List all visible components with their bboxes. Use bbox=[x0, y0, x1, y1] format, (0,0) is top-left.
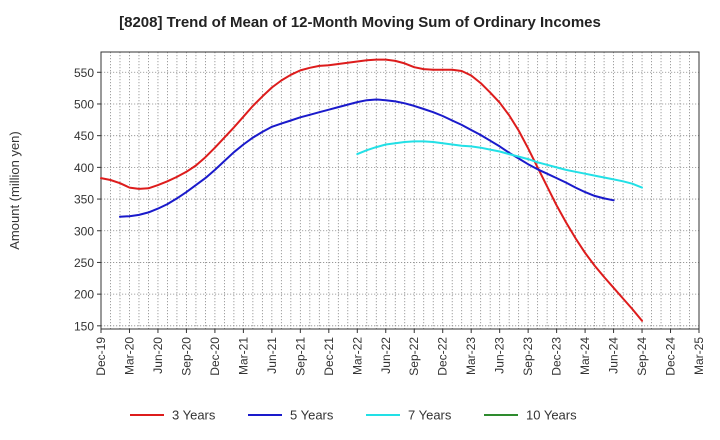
x-tick-label: Mar-20 bbox=[122, 337, 136, 375]
y-tick-label: 500 bbox=[74, 97, 94, 111]
x-tick-label: Sep-24 bbox=[635, 337, 649, 376]
x-tick-label: Jun-21 bbox=[265, 337, 279, 374]
x-tick-label: Jun-24 bbox=[607, 337, 621, 374]
x-tick-label: Mar-25 bbox=[692, 337, 706, 375]
x-tick-label: Dec-21 bbox=[322, 337, 336, 376]
x-tick-label: Mar-22 bbox=[350, 337, 364, 375]
x-tick-label: Dec-24 bbox=[664, 337, 678, 376]
plot-border bbox=[100, 51, 700, 330]
y-axis-title: Amount (million yen) bbox=[7, 131, 22, 250]
x-tick-label: Dec-23 bbox=[550, 337, 564, 376]
x-tick-label: Mar-23 bbox=[464, 337, 478, 375]
chart-title: [8208] Trend of Mean of 12-Month Moving … bbox=[119, 14, 601, 31]
y-tick-label: 450 bbox=[74, 129, 94, 143]
x-tick-label: Jun-23 bbox=[493, 337, 507, 374]
legend-label-3-years: 3 Years bbox=[172, 408, 216, 423]
x-tick-label: Sep-23 bbox=[521, 337, 535, 376]
x-tick-label: Mar-21 bbox=[236, 337, 250, 375]
x-tick-label: Mar-24 bbox=[578, 337, 592, 375]
x-tick-label: Sep-22 bbox=[407, 337, 421, 376]
y-tick-label: 300 bbox=[74, 224, 94, 238]
y-tick-label: 150 bbox=[74, 319, 94, 333]
y-tick-label: 350 bbox=[74, 193, 94, 207]
x-tick-label: Sep-20 bbox=[179, 337, 193, 376]
legend-label-7-years: 7 Years bbox=[408, 408, 452, 423]
x-tick-label: Sep-21 bbox=[293, 337, 307, 376]
y-tick-label: 400 bbox=[74, 161, 94, 175]
legend-label-5-years: 5 Years bbox=[290, 408, 334, 423]
y-tick-label: 200 bbox=[74, 288, 94, 302]
legend-label-10-years: 10 Years bbox=[526, 408, 577, 423]
x-tick-label: Dec-20 bbox=[208, 337, 222, 376]
series-line-3-years bbox=[100, 58, 643, 322]
x-tick-label: Dec-19 bbox=[94, 337, 108, 376]
plot-area bbox=[101, 52, 699, 329]
series-line-5-years bbox=[119, 98, 615, 218]
x-tick-label: Dec-22 bbox=[436, 337, 450, 376]
x-tick-label: Jun-22 bbox=[379, 337, 393, 374]
series-line-7-years bbox=[356, 140, 643, 189]
x-tick-label: Jun-20 bbox=[151, 337, 165, 374]
y-tick-label: 250 bbox=[74, 256, 94, 270]
y-tick-label: 550 bbox=[74, 66, 94, 80]
